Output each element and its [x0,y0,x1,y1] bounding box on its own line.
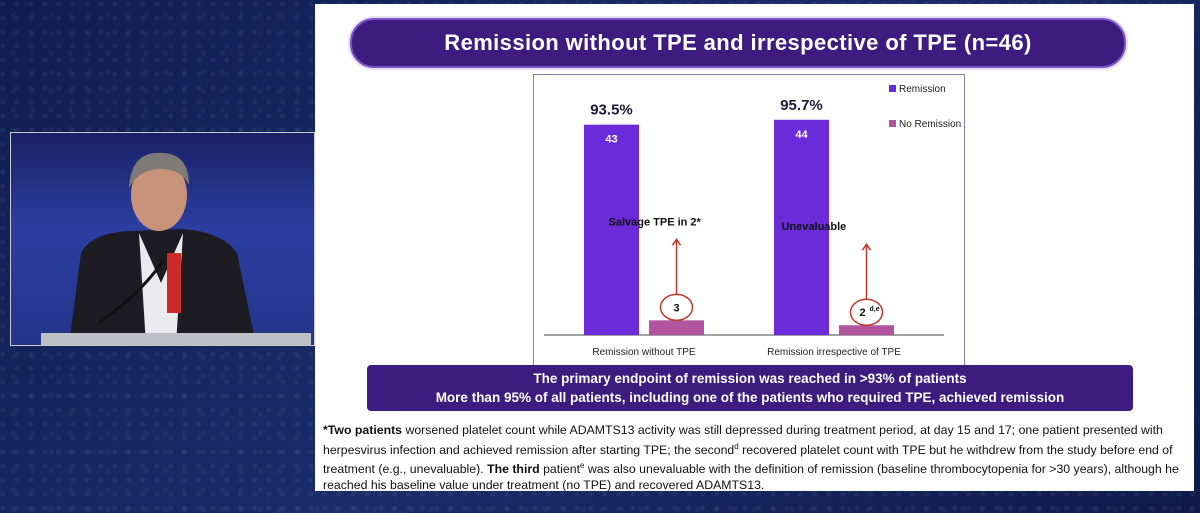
slide-title: Remission without TPE and irrespective o… [350,18,1126,68]
annotation-circle [849,298,884,326]
remission-bar [774,119,829,335]
footnote-sup-1: d [734,441,739,451]
bar-chart: 43 93.5% 3 Salvage TPE in 2* Remission witho… [544,84,961,358]
footnote-sup-2: e [580,461,585,471]
legend-label: Remission [899,84,946,95]
footnote-text-4: was also unevaluable with the definition… [323,462,1179,492]
speaker-video [10,132,315,346]
footnote-text-3: patient [539,462,581,477]
speaker-figure [41,152,311,345]
no-remission-superscript: d,e [870,306,880,313]
summary-line-1: The primary endpoint of remission was re… [533,371,967,386]
footnote-bold-1: *Two patients [323,423,403,437]
footnote-text-2: recovered platelet count with TPE but he… [323,442,1173,477]
chart-frame: 43 93.5% 3 Salvage TPE in 2* Remission witho… [533,74,965,366]
annotation-arrow-head [671,237,682,246]
remission-value-label: 43 [605,134,617,146]
remission-value-label: 44 [795,129,808,141]
annotation-text: Salvage TPE in 2* [609,216,702,228]
slide: Remission without TPE and irrespective o… [315,4,1194,493]
annotation-text: Unevaluable [782,221,847,233]
annotation-arrow-head [861,242,872,251]
percent-label: 95.7% [780,97,823,114]
footnote: *Two patients worsened platelet count wh… [323,423,1185,493]
speaker-hair [129,152,189,188]
category-label: Remission without TPE [592,347,696,358]
no-remission-value-label: 3 [673,302,679,314]
category-label: Remission irrespective of TPE [767,347,901,358]
no-remission-bar [839,325,894,335]
legend-label: No Remission [899,119,961,130]
lectern [41,333,311,345]
no-remission-bar [649,320,704,335]
legend-swatch [889,85,896,92]
lanyard-badge [167,253,181,313]
percent-label: 93.5% [590,102,633,119]
footnote-text-1: worsened platelet count while ADAMTS13 a… [323,423,1163,457]
no-remission-value-label: 2 [859,307,865,319]
summary-line-2: More than 95% of all patients, including… [435,390,1065,405]
speaker-face [131,159,187,231]
microphone [98,260,165,325]
summary-box: The primary endpoint of remission was re… [367,365,1133,411]
legend-swatch [889,120,896,127]
footnote-bold-2: The third [487,462,540,477]
remission-bar [584,124,639,335]
